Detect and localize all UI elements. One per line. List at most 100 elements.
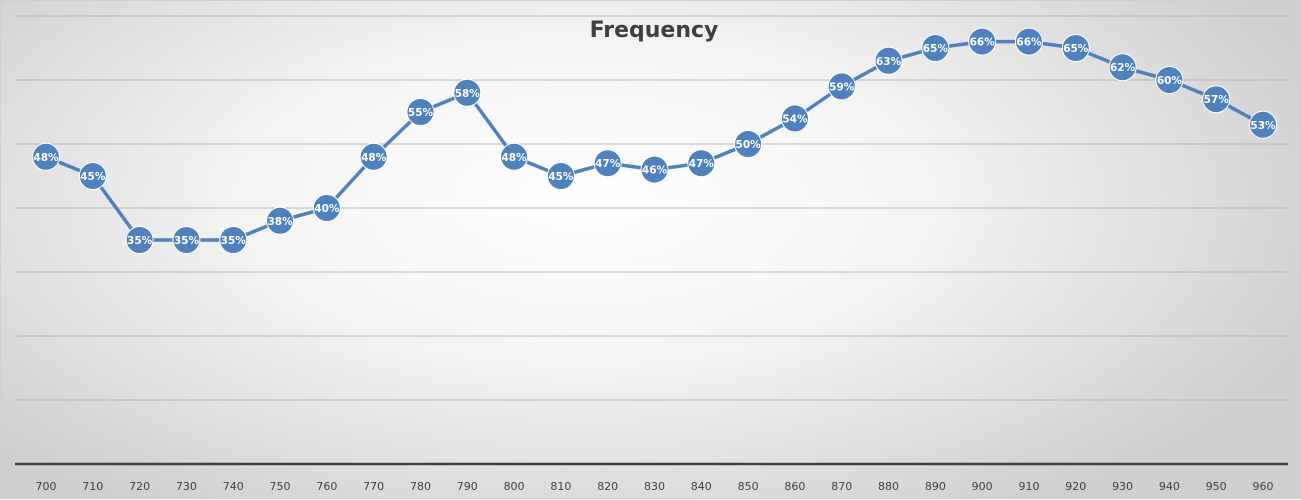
- x-tick-label: 800: [504, 480, 525, 493]
- data-label: 48%: [361, 152, 387, 164]
- data-point-marker: [172, 226, 201, 254]
- data-label: 35%: [221, 235, 247, 247]
- data-label: 45%: [80, 171, 106, 183]
- x-tick-label: 790: [457, 480, 478, 493]
- data-point: 40%: [312, 194, 341, 222]
- x-tick-label: 930: [1112, 480, 1133, 493]
- x-tick-label: 750: [270, 480, 291, 493]
- x-tick-label: 730: [176, 480, 197, 493]
- data-label: 53%: [1250, 120, 1276, 132]
- data-point-marker: [1108, 53, 1137, 82]
- data-point-marker: [780, 104, 809, 133]
- x-tick-label: 770: [363, 480, 384, 493]
- data-point: 50%: [734, 130, 763, 158]
- x-tick-label: 950: [1206, 480, 1227, 493]
- data-point-marker: [406, 98, 435, 126]
- data-label: 48%: [502, 152, 528, 164]
- data-point: 57%: [1202, 85, 1231, 114]
- data-point-marker: [266, 206, 295, 235]
- x-tick-label: 740: [223, 480, 244, 493]
- data-point-marker: [219, 226, 248, 254]
- x-tick-label: 830: [644, 480, 665, 493]
- data-point-marker: [968, 27, 997, 56]
- data-point: 53%: [1249, 110, 1277, 139]
- data-label: 35%: [127, 235, 153, 247]
- x-tick-label: 900: [972, 480, 993, 493]
- data-point-marker: [125, 226, 154, 254]
- data-point-marker: [1249, 110, 1277, 139]
- x-tick-label: 860: [784, 480, 805, 493]
- data-label: 65%: [923, 43, 949, 55]
- data-point-marker: [312, 194, 341, 222]
- data-point: 59%: [827, 72, 856, 101]
- data-point-marker: [500, 142, 529, 171]
- data-point: 60%: [1155, 66, 1184, 94]
- data-label: 58%: [455, 88, 481, 100]
- series-line: [44, 39, 1265, 242]
- data-label: 35%: [174, 235, 200, 247]
- data-label: 40%: [314, 203, 340, 215]
- data-point: 47%: [687, 149, 716, 178]
- x-tick-label: 700: [36, 480, 57, 493]
- data-point-marker: [827, 72, 856, 101]
- data-point: 45%: [78, 162, 107, 190]
- data-point: 48%: [500, 142, 529, 171]
- data-point: 38%: [266, 206, 295, 235]
- x-tick-label: 940: [1159, 480, 1180, 493]
- data-point: 66%: [1014, 27, 1043, 56]
- data-point: 35%: [125, 226, 154, 254]
- data-label: 38%: [267, 216, 293, 228]
- x-tick-label: 870: [831, 480, 852, 493]
- x-tick-label: 720: [129, 480, 150, 493]
- data-label: 60%: [1157, 75, 1183, 87]
- x-axis: 700 710 720 730 740 750 760 770 780 790 800 810 820 8…: [15, 462, 1288, 493]
- data-point: 35%: [219, 226, 248, 254]
- data-point-marker: [359, 142, 388, 171]
- data-point-marker: [874, 46, 903, 75]
- data-point-marker: [1061, 34, 1090, 62]
- data-point-marker: [687, 149, 716, 178]
- data-label: 66%: [970, 37, 996, 49]
- data-label: 45%: [548, 171, 574, 183]
- series-line-layer: [44, 39, 1265, 242]
- data-point: 45%: [546, 162, 575, 190]
- x-tick-label: 920: [1065, 480, 1086, 493]
- x-tick-label: 880: [878, 480, 899, 493]
- data-point: 46%: [640, 155, 669, 184]
- data-label: 65%: [1063, 43, 1089, 55]
- data-label: 57%: [1204, 94, 1230, 106]
- data-label: 66%: [1016, 37, 1042, 49]
- x-tick-label: 850: [738, 480, 759, 493]
- x-tick-label: 890: [925, 480, 946, 493]
- gridlines: [15, 15, 1288, 401]
- data-label: 47%: [689, 158, 715, 170]
- data-point-marker: [640, 155, 669, 184]
- data-label: 50%: [736, 139, 762, 151]
- x-tick-label: 960: [1253, 480, 1274, 493]
- data-label: 59%: [829, 81, 855, 93]
- x-tick-label: 760: [316, 480, 337, 493]
- data-point: 35%: [172, 226, 201, 254]
- data-markers: 48% 45% 35% 35% 35% 38% 40% 48% 55% 58% 48% 45% 47% 4…: [32, 27, 1277, 254]
- data-label: 55%: [408, 107, 434, 119]
- data-label: 54%: [782, 113, 808, 125]
- data-point: 66%: [968, 27, 997, 56]
- data-point-marker: [1202, 85, 1231, 114]
- data-point: 47%: [593, 149, 622, 178]
- data-point-marker: [78, 162, 107, 190]
- x-tick-label: 910: [1018, 480, 1039, 493]
- data-label: 48%: [33, 152, 59, 164]
- data-point-marker: [921, 34, 950, 62]
- data-point: 48%: [359, 142, 388, 171]
- data-point: 58%: [453, 78, 482, 107]
- x-tick-label: 840: [691, 480, 712, 493]
- data-point-marker: [593, 149, 622, 178]
- x-tick-label: 780: [410, 480, 431, 493]
- data-point-marker: [546, 162, 575, 190]
- data-point: 55%: [406, 98, 435, 126]
- chart-title: Frequency: [590, 18, 719, 43]
- data-point-marker: [734, 130, 763, 158]
- data-point-marker: [453, 78, 482, 107]
